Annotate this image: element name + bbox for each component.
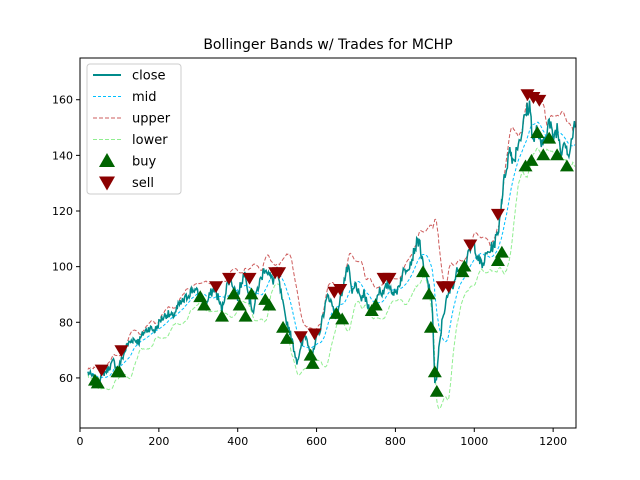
x-tick-label: 600 [306,435,327,448]
buy-marker [244,287,259,300]
buy-marker [368,298,383,311]
buy-marker [490,254,505,266]
buy-marker [542,131,557,144]
legend-label-lower: lower [132,133,168,148]
legend-label-buy: buy [132,155,156,170]
close-line [87,100,576,387]
buy-marker [232,298,247,311]
sell-marker [272,267,287,280]
sell-marker [441,281,456,294]
sell-markers [94,89,547,377]
legend: close mid upper lower buy sell [86,63,182,195]
x-tick-label: 1000 [460,435,488,448]
sell-marker [242,272,257,285]
buy-marker [262,298,277,311]
buy-marker [457,259,472,272]
x-tick-label: 800 [385,435,406,448]
buy-marker [559,159,574,172]
buy-marker [238,309,253,322]
buy-marker [214,309,229,322]
buy-marker [530,126,545,139]
buy-marker [279,331,294,344]
x-tick-label: 400 [227,435,248,448]
sell-marker [94,364,109,377]
x-tick-label: 1200 [539,435,567,448]
legend-label-mid: mid [132,90,157,105]
plot-area [87,89,576,410]
close-series [87,100,576,387]
y-axis-ticks: 60 80 100 120 140 160 [52,94,80,385]
legend-box [86,63,182,195]
buy-marker [524,153,539,166]
upper-band [87,90,576,370]
axes-frame [79,57,577,429]
buy-marker [197,298,212,311]
buy-marker [421,287,436,300]
buy-marker [550,148,565,161]
y-tick-label: 120 [52,205,73,218]
legend-label-close: close [132,69,165,84]
sell-marker [382,272,397,285]
legend-swatch-buy [99,153,115,167]
chart-title: Bollinger Bands w/ Trades for MCHP [203,37,452,53]
buy-marker [112,365,127,378]
buy-marker [303,348,318,361]
buy-marker [305,357,320,369]
sell-marker [209,281,224,294]
y-tick-label: 80 [59,316,73,329]
buy-marker [226,287,241,300]
sell-marker [532,94,547,107]
legend-label-sell: sell [132,176,154,191]
buy-marker [494,245,509,258]
sell-marker [293,331,308,344]
y-tick-label: 60 [59,372,73,385]
buy-marker [429,384,444,397]
buy-marker [335,312,350,325]
buy-marker [416,265,431,278]
x-tick-label: 200 [148,435,169,448]
y-tick-label: 160 [52,94,73,107]
x-axis-ticks: 0 200 400 600 800 1000 1200 [77,428,567,448]
sell-marker [222,272,237,285]
sell-marker [307,328,322,341]
sell-marker [333,284,348,296]
legend-label-upper: upper [132,112,171,127]
x-tick-label: 0 [77,435,84,448]
y-tick-label: 100 [52,261,73,274]
buy-marker [427,365,442,378]
buy-marker [193,290,208,303]
buy-marker [90,376,105,389]
buy-marker [536,148,551,161]
buy-markers [87,126,574,397]
sell-marker [463,239,478,252]
sell-marker [114,345,129,358]
buy-marker [329,306,344,319]
y-tick-label: 140 [52,149,73,162]
upper-band-line [87,90,576,370]
sell-marker [490,208,505,221]
legend-swatch-sell [99,176,115,191]
buy-marker [276,320,291,333]
buy-marker [423,320,438,333]
